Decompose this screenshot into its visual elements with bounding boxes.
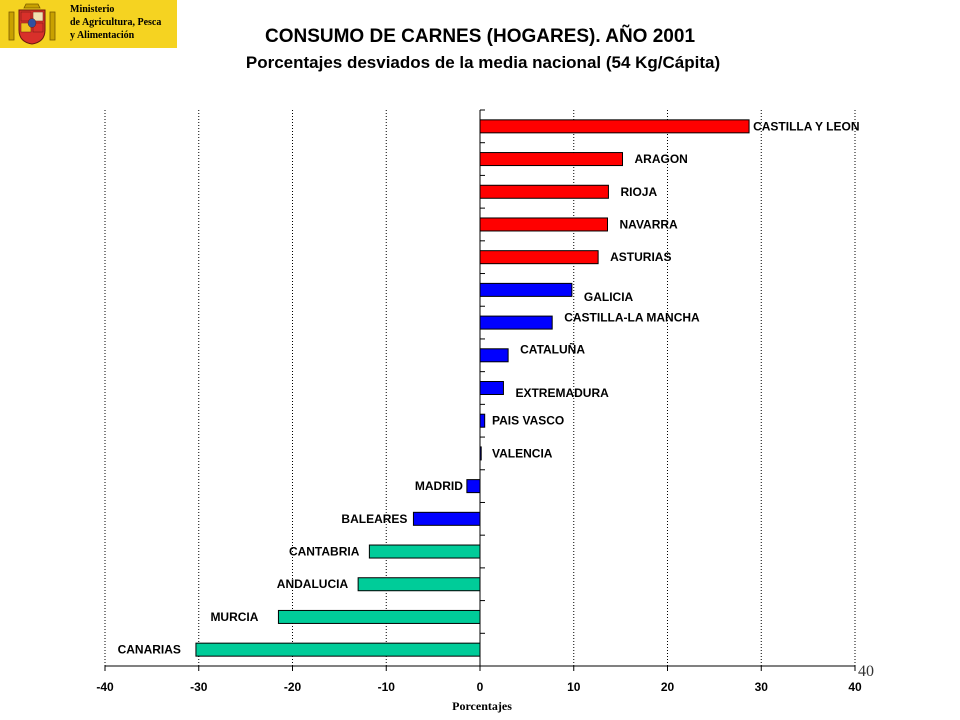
x-tick-label: -20	[284, 680, 302, 694]
x-axis-label: Porcentajes	[452, 699, 512, 713]
x-tick-label: -30	[190, 680, 208, 694]
bar	[479, 348, 509, 363]
x-tick-label: 20	[661, 680, 675, 694]
bar-label: ANDALUCIA	[277, 577, 349, 591]
x-tick-label: -40	[96, 680, 114, 694]
bar	[479, 119, 750, 134]
ministry-name: Ministerio de Agricultura, Pesca y Alime…	[70, 3, 161, 42]
ministry-name-line-3: y Alimentación	[70, 30, 135, 41]
bar-label: PAIS VASCO	[492, 414, 564, 428]
x-tick-label: -10	[378, 680, 396, 694]
bar	[368, 544, 481, 559]
bar	[466, 479, 481, 494]
bar	[479, 184, 609, 199]
x-tick-label: 0	[477, 680, 484, 694]
bar	[479, 282, 573, 297]
bar-label: CANTABRIA	[289, 545, 360, 559]
bar-label: NAVARRA	[620, 217, 679, 231]
bar-label: BALEARES	[341, 512, 407, 526]
bar-label: VALENCIA	[492, 446, 553, 460]
x-tick-label: 40	[848, 680, 862, 694]
bar-label: GALICIA	[584, 290, 634, 304]
bars	[195, 119, 750, 657]
x-axis: -40 -30 -20 -10 0 10 20 30 40 Porcentajes	[96, 665, 862, 713]
bar	[479, 217, 608, 232]
bar-label: CASTILLA-LA MANCHA	[564, 311, 700, 325]
bar	[479, 446, 482, 461]
ministry-logo: Ministerio de Agricultura, Pesca y Alime…	[0, 0, 177, 48]
bar-label: MURCIA	[210, 610, 258, 624]
bar	[479, 250, 599, 265]
bar	[479, 315, 553, 330]
x-tick-label: 30	[755, 680, 769, 694]
bar-label: EXTREMADURA	[515, 386, 609, 400]
bar	[195, 642, 481, 657]
bar	[479, 381, 504, 395]
ministry-name-line-2: de Agricultura, Pesca	[70, 17, 162, 28]
chart-title: CONSUMO DE CARNES (HOGARES). AÑO 2001	[264, 26, 696, 47]
bar	[357, 577, 481, 592]
bar-label: MADRID	[415, 479, 463, 493]
page-number: 40	[858, 663, 874, 680]
chart-subtitle: Porcentajes desviados de la media nacion…	[245, 53, 721, 72]
bar-label: CASTILLA Y LEON	[753, 119, 859, 133]
bar-label: RIOJA	[620, 185, 657, 199]
bar	[479, 152, 623, 167]
coat-of-arms-icon	[8, 3, 56, 45]
ministry-name-line-1: Ministerio	[70, 4, 115, 15]
bar	[412, 511, 481, 526]
x-tick-label: 10	[567, 680, 581, 694]
bar-label: ARAGON	[635, 152, 688, 166]
bar-labels: CASTILLA Y LEON ARAGON RIOJA NAVARRA ASTURIA…	[118, 119, 860, 656]
bar-label: CATALUÑA	[520, 341, 585, 356]
bar-label: ASTURIAS	[610, 250, 671, 264]
bar	[479, 413, 486, 428]
bar-label: CANARIAS	[118, 643, 181, 657]
bar	[277, 609, 481, 624]
